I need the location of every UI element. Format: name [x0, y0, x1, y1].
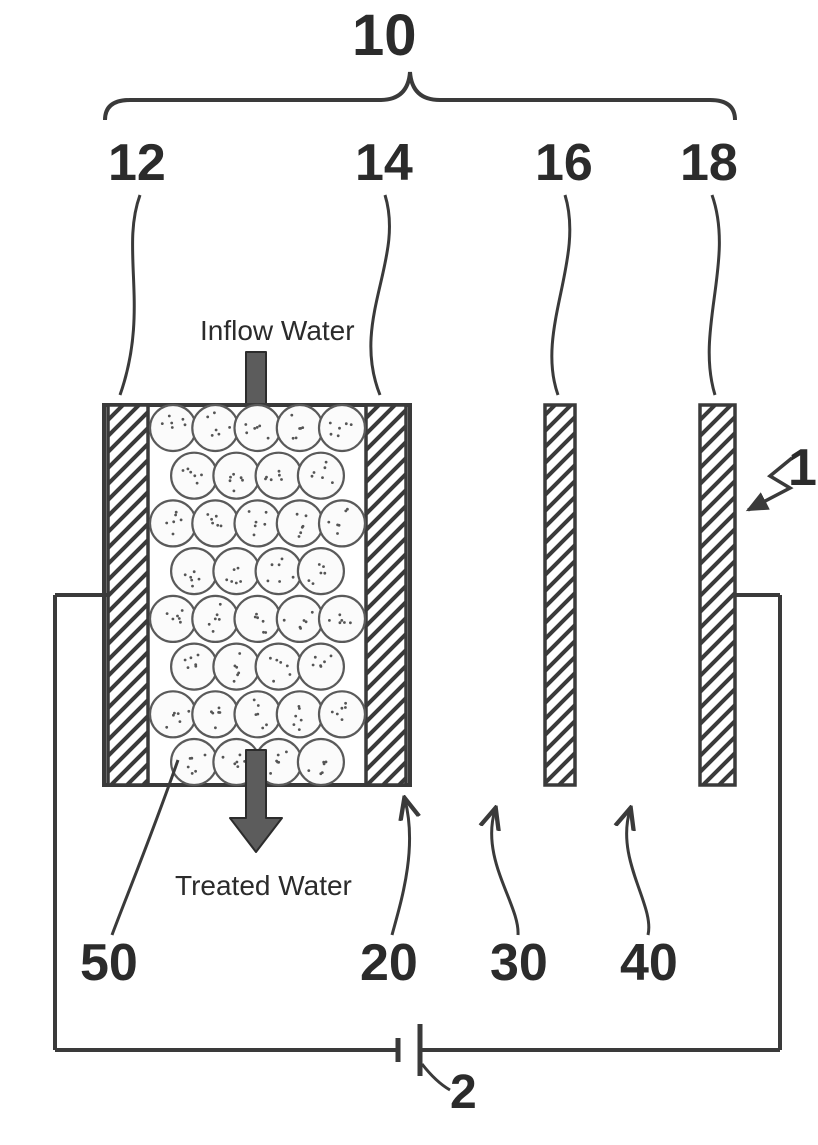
granule	[192, 500, 238, 546]
granule	[298, 739, 344, 785]
diagram-root: 10 12 14 16 18 Inflow Water Treated Wate…	[0, 0, 818, 1145]
ref-1-leader	[748, 458, 792, 510]
ref-50: 50	[80, 934, 138, 992]
electrode-12	[108, 405, 148, 785]
label-treated: Treated Water	[175, 870, 352, 901]
granule	[213, 453, 259, 499]
ref-10: 10	[352, 3, 417, 68]
granule	[319, 500, 365, 546]
ref-40: 40	[620, 934, 678, 992]
electrode-18	[700, 405, 735, 785]
ref-20: 20	[360, 934, 418, 992]
ref-14: 14	[355, 134, 413, 192]
granule	[235, 500, 281, 546]
granule	[171, 644, 217, 690]
ref-2: 2	[450, 1066, 477, 1119]
granule	[298, 548, 344, 594]
leader-12	[120, 195, 140, 395]
granule	[150, 500, 196, 546]
label-inflow: Inflow Water	[200, 315, 355, 346]
leader-20	[392, 800, 410, 935]
brace-10	[105, 72, 735, 120]
electrode-16	[545, 405, 575, 785]
granule	[319, 596, 365, 642]
leader-40	[627, 810, 649, 935]
granule	[256, 548, 302, 594]
granule	[277, 500, 323, 546]
granule	[192, 691, 238, 737]
granule	[319, 405, 365, 451]
leader-18	[709, 195, 719, 395]
leader-2	[422, 1064, 450, 1090]
ref-16: 16	[535, 134, 593, 192]
granule	[213, 548, 259, 594]
granule	[256, 644, 302, 690]
ref-18: 18	[680, 134, 738, 192]
leader-14	[371, 195, 390, 395]
granule	[319, 691, 365, 737]
diagram-svg: 10 12 14 16 18 Inflow Water Treated Wate…	[0, 0, 818, 1145]
leader-30	[492, 810, 518, 935]
column-assembly	[104, 405, 410, 785]
leader-16	[552, 195, 570, 395]
ref-1: 1	[788, 439, 817, 497]
electrode-14	[366, 405, 406, 785]
ref-12: 12	[108, 134, 166, 192]
ref-30: 30	[490, 934, 548, 992]
granule	[298, 453, 344, 499]
